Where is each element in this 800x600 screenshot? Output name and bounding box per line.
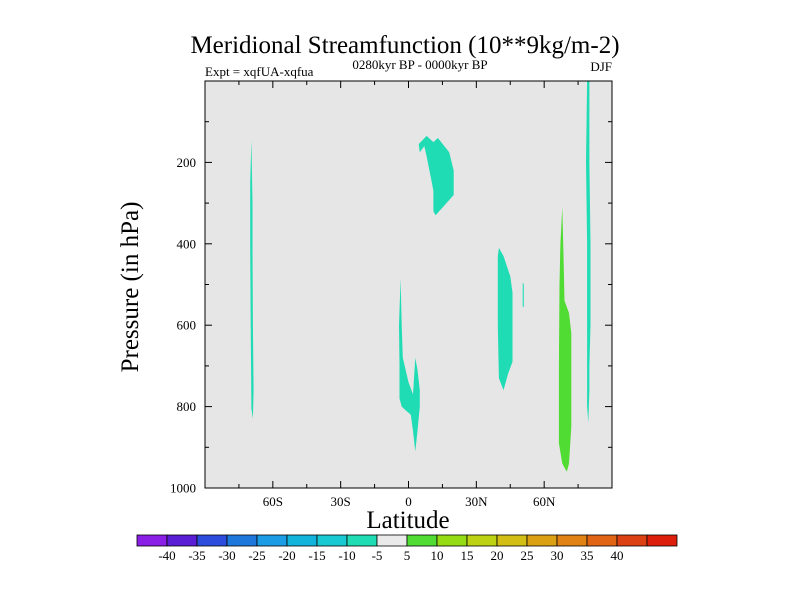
colorbar-label: -15 — [308, 548, 325, 563]
colorbar-label: -20 — [278, 548, 295, 563]
y-tick-label: 600 — [177, 318, 197, 333]
y-tick-label: 200 — [177, 155, 197, 170]
colorbar-label: -10 — [338, 548, 355, 563]
x-tick-label: 60S — [263, 494, 283, 509]
colorbar-swatch — [466, 534, 498, 547]
contour-region-neg-cell-10N — [418, 135, 454, 216]
contour-region-neg-cell-40N — [497, 247, 513, 391]
y-tick-label: 400 — [177, 236, 197, 251]
x-tick-label: 30N — [465, 494, 488, 509]
contour-region-pos-cell-70N — [558, 207, 572, 472]
chart-title: Meridional Streamfunction (10**9kg/m-2) — [190, 32, 619, 59]
colorbar-label: 5 — [404, 548, 411, 563]
colorbar-swatch — [436, 534, 468, 547]
colorbar-swatch — [646, 534, 678, 547]
colorbar-swatch — [526, 534, 558, 547]
y-tick-label: 800 — [177, 399, 197, 414]
colorbar-label: 10 — [431, 548, 444, 563]
colorbar-swatch — [226, 534, 258, 547]
chart-subtitle-center: 0280kyr BP - 0000kyr BP — [352, 57, 487, 72]
colorbar-label: -25 — [248, 548, 265, 563]
chart-subtitle-right: DJF — [590, 59, 612, 74]
axis-ticks: 60S 30S 0 30N 60N 200 400 600 800 1000 — [170, 81, 612, 509]
colorbar-label: -35 — [188, 548, 205, 563]
colorbar: -40 -35 -30 -25 -20 -15 -10 -5 5 10 15 20 25 30 35 40 — [136, 534, 678, 563]
colorbar-label: 15 — [461, 548, 474, 563]
colorbar-label: -40 — [158, 548, 175, 563]
colorbar-swatch — [166, 534, 198, 547]
colorbar-swatch — [376, 534, 408, 547]
contour-region-neg-band-80N — [586, 81, 591, 423]
colorbar-swatch — [346, 534, 378, 547]
contour-region-neg-band-70S — [250, 140, 254, 419]
contour-regions — [250, 81, 591, 472]
x-tick-label: 60N — [533, 494, 556, 509]
colorbar-label: -30 — [218, 548, 235, 563]
contour-region-neg-sliver-50N — [522, 282, 524, 307]
colorbar-swatch — [406, 534, 438, 547]
chart-subtitle-left: Expt = xqfUA-xqfua — [205, 64, 314, 79]
colorbar-label: -5 — [372, 548, 383, 563]
colorbar-label: 30 — [551, 548, 564, 563]
colorbar-label: 20 — [491, 548, 504, 563]
colorbar-swatch — [136, 534, 168, 547]
x-axis-label: Latitude — [366, 507, 449, 534]
plot-area — [205, 81, 612, 488]
colorbar-swatch — [616, 534, 648, 547]
colorbar-swatch — [286, 534, 318, 547]
y-tick-label: 1000 — [170, 481, 196, 496]
colorbar-swatch — [316, 534, 348, 547]
y-axis-label: Pressure (in hPa) — [117, 202, 144, 373]
colorbar-label: 40 — [611, 548, 624, 563]
colorbar-label: 25 — [521, 548, 534, 563]
contour-region-neg-cell-equator — [399, 278, 420, 452]
colorbar-swatch — [196, 534, 228, 547]
colorbar-swatch — [586, 534, 618, 547]
colorbar-label: 35 — [581, 548, 594, 563]
colorbar-swatch — [556, 534, 588, 547]
x-tick-label: 0 — [405, 494, 412, 509]
colorbar-swatch — [256, 534, 288, 547]
colorbar-swatch — [496, 534, 528, 547]
x-tick-label: 30S — [331, 494, 351, 509]
